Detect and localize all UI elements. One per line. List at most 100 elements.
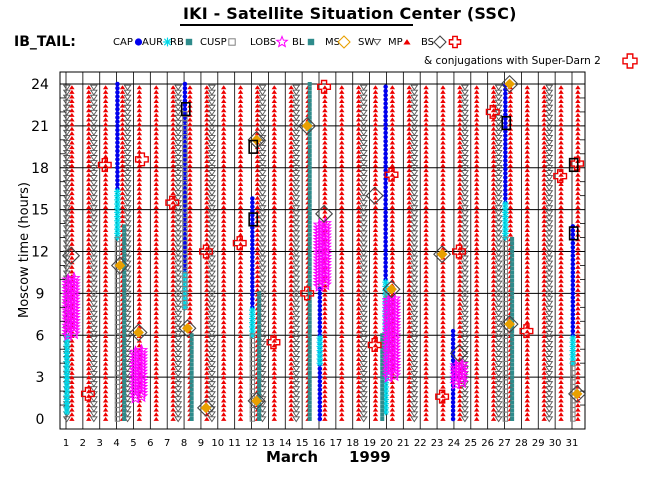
mp-point (271, 89, 278, 94)
mp-point (423, 338, 429, 343)
mp-point (119, 99, 126, 104)
sw-point (123, 155, 132, 162)
cap-point (503, 108, 508, 113)
mp-point (440, 214, 446, 219)
rb-point (307, 412, 312, 417)
mp-point (136, 310, 143, 315)
mp-point (119, 103, 126, 108)
rb-point (307, 354, 312, 359)
mp-point (153, 389, 159, 394)
mp-point (389, 398, 396, 403)
cap-point (383, 226, 388, 232)
mp-point (69, 103, 75, 108)
mp-point (237, 122, 244, 127)
sw-point (359, 340, 368, 347)
sw-point (292, 84, 301, 91)
mp-point (69, 126, 75, 131)
mp-point (440, 301, 446, 306)
mp-point (271, 191, 278, 196)
cap-point (383, 180, 388, 186)
sw-point (174, 230, 183, 237)
mp-point (187, 251, 193, 256)
cap-point (383, 97, 388, 102)
sw-point (359, 295, 368, 302)
mp-point (490, 278, 497, 283)
mp-point (558, 269, 564, 274)
sw-point (359, 104, 368, 111)
sw-point (174, 381, 183, 388)
mp-point (372, 131, 379, 136)
sw-point (460, 150, 469, 157)
sw-point (123, 84, 132, 91)
mp-point (271, 94, 278, 99)
x-tick-label: 14 (279, 438, 292, 449)
aur-point (249, 323, 256, 331)
lobs-point (312, 220, 327, 234)
sw-point (545, 155, 554, 162)
rb-point (510, 350, 515, 354)
chart-title: IKI - Satellite Situation Center (SSC) (183, 4, 517, 23)
sw-point (62, 155, 71, 162)
mp-point (153, 366, 159, 371)
mp-point (406, 154, 412, 159)
mp-point (170, 158, 176, 163)
sw-point (258, 230, 267, 237)
mp-point (69, 366, 75, 371)
mp-point (102, 85, 109, 90)
mp-point (153, 186, 159, 191)
mp-point (558, 117, 564, 122)
rb-point (257, 329, 262, 334)
cap-point (570, 328, 576, 334)
mp-point (541, 329, 547, 334)
lobs-point (134, 343, 149, 357)
sw-point (545, 220, 554, 227)
mp-point (204, 283, 210, 288)
mp-point (254, 172, 261, 177)
mp-point (86, 94, 92, 99)
mp-point (406, 227, 412, 233)
mp-point (254, 154, 261, 159)
sw-point (207, 155, 216, 162)
sw-point (359, 325, 368, 332)
rb-point (380, 396, 385, 401)
lobs-point (61, 328, 75, 341)
mp-point (524, 315, 531, 320)
rb-point (122, 262, 127, 267)
mp-point (187, 135, 193, 140)
mp-point (541, 241, 547, 246)
cap-point (383, 88, 388, 94)
lobs-point (128, 372, 143, 386)
mp-point (423, 412, 429, 417)
mp-point (541, 246, 547, 251)
mp-point (474, 172, 480, 177)
mp-point (389, 237, 396, 242)
legend-mp-icon (403, 39, 411, 45)
sw-point (89, 235, 98, 242)
sw-point (460, 285, 469, 292)
mp-point (355, 329, 362, 334)
x-tick-label: 22 (414, 438, 427, 449)
mp-point (69, 149, 75, 154)
legend-cusp-icon (228, 38, 236, 46)
lobs-point (134, 383, 149, 397)
mp-point (271, 186, 278, 191)
mp-point (153, 227, 159, 233)
mp-point (136, 186, 143, 191)
mp-point (170, 407, 176, 412)
mp-point (355, 85, 362, 90)
mp-point (237, 168, 244, 173)
mp-point (524, 89, 531, 94)
mp-point (440, 195, 446, 200)
cap-point (383, 239, 388, 244)
mp-point (153, 356, 159, 362)
mp-point (102, 241, 109, 246)
mp-point (541, 149, 547, 154)
mp-point (457, 214, 463, 219)
sw-point (410, 285, 419, 292)
mp-point (221, 172, 227, 177)
mp-point (423, 352, 429, 357)
mp-point (457, 94, 463, 99)
lobs-point (318, 259, 333, 273)
sw-point (494, 190, 503, 197)
series-mp (69, 85, 581, 421)
